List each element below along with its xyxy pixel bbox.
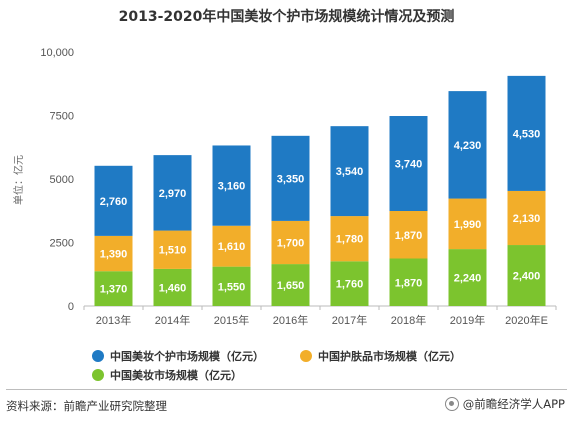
data-label: 1,370 bbox=[100, 284, 128, 296]
chart-title: 2013-2020年中国美妆个护市场规模统计情况及预测 bbox=[118, 9, 455, 25]
bar-segment bbox=[507, 75, 546, 191]
bar-segment bbox=[271, 220, 310, 265]
brand-logo-icon bbox=[444, 397, 459, 411]
brand-credit: @前瞻经济学人APP bbox=[444, 396, 565, 412]
bar-segment bbox=[271, 135, 310, 221]
bar-segment bbox=[271, 264, 310, 306]
legend-item-skincare: 中国护肤品市场规模（亿元） bbox=[300, 348, 461, 364]
data-label: 2,130 bbox=[513, 213, 541, 225]
bar-segment bbox=[94, 235, 133, 272]
x-tick-label: 2018年 bbox=[391, 313, 426, 327]
bar-segment bbox=[330, 261, 369, 306]
y-tick-label: 10,000 bbox=[40, 47, 74, 59]
legend-item-beauty-personal-care: 中国美妆个护市场规模（亿元） bbox=[92, 348, 264, 364]
data-label: 1,650 bbox=[277, 280, 305, 292]
x-tick-label: 2019年 bbox=[450, 313, 485, 327]
data-label: 1,700 bbox=[277, 238, 305, 250]
legend-swatch-orange-icon bbox=[300, 350, 312, 362]
bar-segment bbox=[212, 225, 251, 267]
data-label: 4,230 bbox=[454, 140, 482, 152]
data-label: 3,740 bbox=[395, 159, 423, 171]
y-tick-label: 7500 bbox=[50, 111, 74, 123]
data-label: 1,510 bbox=[159, 245, 187, 257]
x-tick-label: 2015年 bbox=[214, 313, 249, 327]
legend-label: 中国护肤品市场规模（亿元） bbox=[318, 350, 461, 363]
bar-segment bbox=[507, 190, 546, 246]
x-tick-label: 2017年 bbox=[332, 313, 367, 327]
bar-segment bbox=[448, 198, 487, 250]
data-label: 1,390 bbox=[100, 249, 128, 261]
legend-swatch-green-icon bbox=[92, 369, 104, 381]
bar-segment bbox=[389, 116, 428, 212]
y-tick-label: 5000 bbox=[50, 174, 74, 186]
y-tick-label: 2500 bbox=[50, 238, 74, 250]
bar-segment bbox=[448, 91, 487, 199]
legend-label: 中国美妆市场规模（亿元） bbox=[110, 369, 242, 382]
data-label: 3,540 bbox=[336, 166, 364, 178]
bar-segment bbox=[389, 258, 428, 306]
bar-segment bbox=[448, 249, 487, 306]
data-label: 1,460 bbox=[159, 282, 187, 294]
x-tick-label: 2020年E bbox=[505, 313, 548, 327]
data-label: 4,530 bbox=[513, 128, 541, 140]
bar-segment bbox=[330, 216, 369, 262]
bar-segment bbox=[389, 211, 428, 259]
chart-axes: 0 2500 5000 7500 10,000 2013年 2014年 2015年 2016年 2… bbox=[40, 47, 557, 327]
bar-segment bbox=[212, 145, 251, 226]
footer-divider bbox=[6, 389, 567, 390]
bar-segment bbox=[153, 230, 192, 269]
bar-segment bbox=[212, 266, 251, 306]
bar-segment bbox=[94, 271, 133, 306]
legend-item-cosmetics: 中国美妆市场规模（亿元） bbox=[92, 367, 242, 383]
data-label: 2,760 bbox=[100, 196, 128, 208]
legend-label: 中国美妆个护市场规模（亿元） bbox=[110, 350, 264, 363]
bar-segment bbox=[507, 245, 546, 306]
x-tick-label: 2013年 bbox=[96, 313, 131, 327]
bar-segment bbox=[153, 155, 192, 231]
data-label: 1,870 bbox=[395, 277, 423, 289]
source-note: 资料来源：前瞻产业研究院整理 bbox=[6, 399, 167, 413]
stacked-bar-chart: 0 2500 5000 7500 10,000 2013年 2014年 2015年 2016年 2… bbox=[12, 47, 557, 327]
y-axis-label: 单位：亿元 bbox=[12, 155, 25, 205]
data-label: 3,350 bbox=[277, 173, 305, 185]
bar-segment bbox=[153, 268, 192, 306]
legend-swatch-blue-icon bbox=[92, 350, 104, 362]
data-label: 1,610 bbox=[218, 241, 246, 253]
y-tick-label: 0 bbox=[68, 301, 74, 313]
x-tick-label: 2016年 bbox=[273, 313, 308, 327]
data-label: 1,780 bbox=[336, 234, 364, 246]
data-label: 2,970 bbox=[159, 188, 187, 200]
data-label: 2,240 bbox=[454, 273, 482, 285]
data-label: 1,870 bbox=[395, 230, 423, 242]
brand-name: @前瞻经济学人APP bbox=[462, 397, 565, 411]
data-label: 2,400 bbox=[513, 271, 541, 283]
chart-legend: 中国美妆个护市场规模（亿元） 中国护肤品市场规模（亿元） 中国美妆市场规模（亿元… bbox=[0, 340, 573, 383]
x-tick-label: 2014年 bbox=[155, 313, 190, 327]
bar-segment bbox=[94, 165, 133, 236]
data-label: 3,160 bbox=[218, 181, 246, 193]
bar-segment bbox=[330, 126, 369, 217]
chart-bars: 1,370 1,390 2,760 1,460 1,510 2,970 1,550 1,610… bbox=[94, 75, 546, 306]
data-label: 1,990 bbox=[454, 219, 482, 231]
data-label: 1,550 bbox=[218, 281, 246, 293]
data-label: 1,760 bbox=[336, 279, 364, 291]
